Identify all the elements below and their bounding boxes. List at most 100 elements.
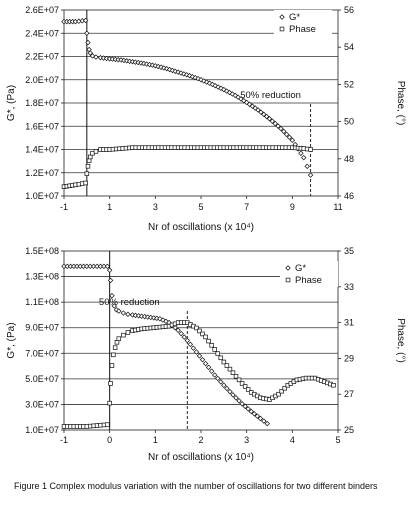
top-gstar-point [232,92,238,99]
top-left-tick-label: 1.6E+07 [25,121,59,131]
bottom-reduction-annotation: 50% reduction [99,297,160,308]
bottom-phase-point [218,355,224,361]
bottom-left-tick-label: 1.1E+08 [25,297,59,307]
bottom-gstar-point [257,415,264,422]
bottom-left-tick-label: 1.0E+07 [25,425,59,435]
bottom-phase-point [111,352,116,358]
top-x-tick-label: 11 [333,202,342,212]
bottom-gstar-point [125,311,131,317]
top-gstar-point [198,77,204,83]
bottom-gstar-point [187,341,194,348]
bottom-x-tick-label: 2 [198,435,203,445]
top-gstar-point [215,84,221,90]
bottom-gstar-point [218,379,224,385]
bottom-phase-point [203,334,208,340]
top-phase-point [84,171,90,176]
bottom-legend-label: G* [295,263,306,274]
bottom-x-tick-label: 5 [335,435,340,445]
top-gstar-point [204,79,210,85]
top-right-tick-label: 56 [344,5,354,15]
top-gstar-point [249,103,256,109]
top-right-axis-title: Phase, (°) [395,81,406,126]
top-left-tick-label: 1.8E+07 [25,98,59,108]
top-legend-marker-phase [279,26,285,32]
bottom-gstar-point [245,406,251,412]
top-gstar-point [181,71,187,77]
chart-bottom-grid [64,276,338,405]
bottom-gstar-point [163,318,169,325]
bottom-gstar-point [236,398,242,404]
top-left-tick-label: 1.0E+07 [25,191,59,201]
top-right-tick-label: 52 [344,79,354,89]
top-left-tick-label: 1.2E+07 [25,168,59,178]
bottom-phase-point [215,351,220,356]
chart-bottom: 1.0E+07 3.0E+07 5.0E+07 7.0E+07 9.0E+07 1.1E+… [6,246,406,463]
bottom-right-tick-label: 29 [344,353,354,363]
bottom-gstar-point [107,277,114,284]
bottom-phase-point [112,345,118,350]
top-gstar-point [289,137,296,143]
bottom-phase-point [245,387,251,392]
top-right-tick-label: 54 [344,42,354,52]
top-x-tick-label: 3 [153,202,158,212]
chart-top-axes [61,9,341,199]
top-gstar-point [263,113,270,120]
bottom-x-axis-title: Nr of oscillations (x 10⁴) [148,452,254,463]
bottom-gstar-point [215,375,221,382]
top-gstar-point [255,107,261,113]
top-gstar-point [304,163,310,170]
top-gstar-point [261,111,267,118]
top-gstar-point [283,131,290,138]
bottom-legend-label: Phase [295,275,322,286]
bottom-gstar-point [205,364,212,371]
bottom-phase-point [108,381,113,386]
top-gstar-point [266,115,273,122]
bottom-phase-point [276,391,281,397]
bottom-gstar-point [248,408,254,415]
bottom-gstar-point [233,395,239,401]
top-gstar-point [275,123,281,129]
top-gstar-point [286,134,293,140]
bottom-legend-marker-phase [285,277,291,283]
bottom-phase-point [125,330,131,335]
bottom-left-tick-label: 7.0E+07 [25,348,59,358]
chart-top: 1.0E+07 1.2E+07 1.4E+07 1.6E+07 1.8E+07 2.0E+… [6,5,406,233]
top-reduction-annotation: 50% reduction [240,90,301,101]
bottom-gstar-point [208,368,215,374]
top-x-tick-label: 5 [198,202,203,212]
bottom-x-tick-label: 4 [290,435,295,445]
top-gstar-point [223,88,230,94]
top-gstar-point [100,55,107,61]
top-gstar-point [241,97,247,104]
top-gstar-point [269,118,276,124]
top-gstar-point [89,53,96,59]
bottom-gstar-point [157,316,163,322]
bottom-gstar-point [184,337,190,344]
bottom-phase-point [233,374,239,379]
bottom-gstar-point [261,418,267,424]
bottom-right-tick-label: 31 [344,318,354,328]
bottom-gstar-point [227,388,233,395]
top-gstar-point [272,120,278,127]
bottom-phase-point [105,422,110,427]
bottom-gstar-point [106,267,113,273]
top-gstar-point [195,76,201,82]
top-legend-box [274,10,332,36]
top-phase-point [83,180,88,186]
top-gstar-point [84,30,90,36]
bottom-left-tick-label: 5.0E+07 [25,374,59,384]
top-right-tick-label: 50 [344,117,354,127]
bottom-gstar-point [212,372,218,378]
chart-bottom-series [61,263,336,429]
top-gstar-point [172,68,179,75]
bottom-right-tick-label: 35 [344,246,354,256]
top-gstar-point [82,17,89,24]
top-x-tick-label: 7 [244,202,249,212]
bottom-gstar-point [181,334,187,340]
bottom-left-axis-title: G*, (Pa) [6,322,17,358]
bottom-gstar-point [193,349,200,355]
top-phase-point [85,163,91,169]
bottom-gstar-point [109,293,115,299]
bottom-gstar-point [111,303,117,309]
